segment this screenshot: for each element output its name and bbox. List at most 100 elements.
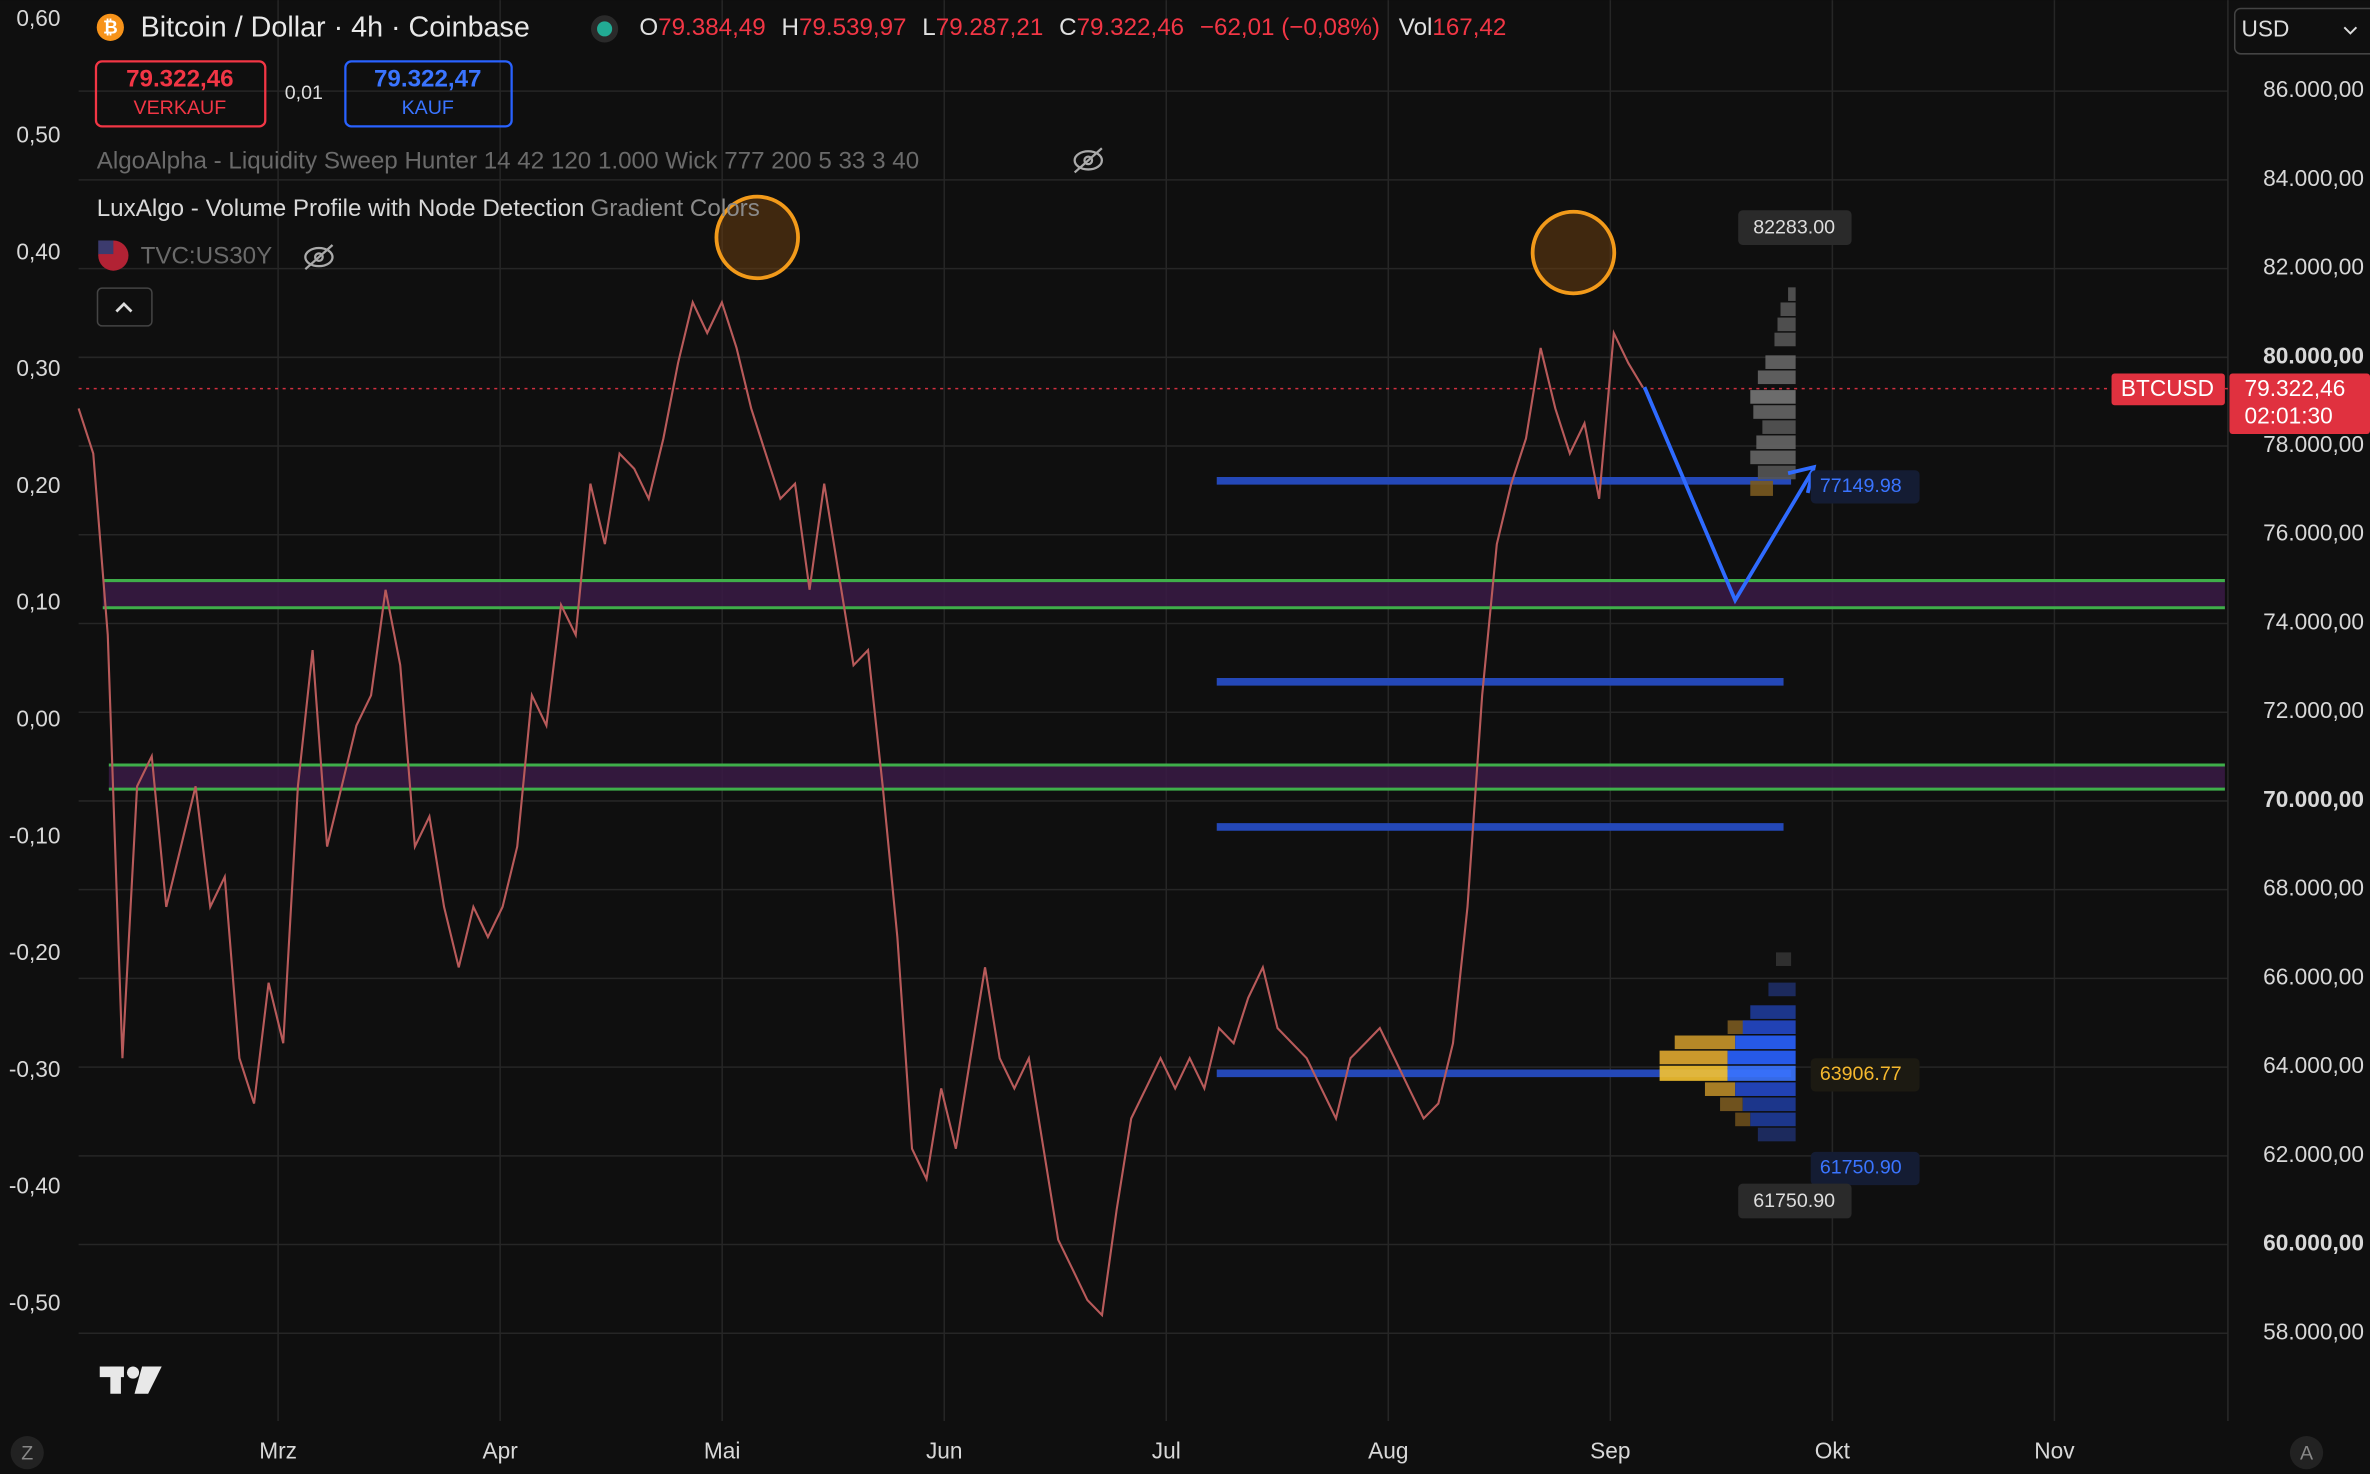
- time-axis-label: Aug: [1368, 1438, 1408, 1464]
- ohlc-value: 79.287,21: [936, 14, 1044, 41]
- profile-bar: [1777, 317, 1796, 332]
- ohlc-value: 79.384,49: [658, 14, 766, 41]
- profile-poc-label: 63906.77: [1820, 1063, 1902, 1085]
- profile-upper-label: 77149.98: [1820, 475, 1902, 497]
- profile-bar: [1727, 1050, 1796, 1065]
- ohlc: O79.384,49 H79.539,97 L79.287,21 C79.322…: [639, 14, 1506, 41]
- time-axis-label: Okt: [1815, 1438, 1851, 1464]
- profile-bar: [1727, 1065, 1796, 1081]
- profile-bar: [1659, 1065, 1728, 1081]
- ohlc-key: C: [1059, 14, 1076, 41]
- price-tick-label: 80.000,00: [2263, 342, 2364, 368]
- price-line: [77, 299, 1644, 1318]
- tradingview-logo: [99, 1366, 162, 1394]
- profile-low-label: 61750.90: [1820, 1157, 1902, 1179]
- price-tick-label: 74.000,00: [2263, 608, 2364, 634]
- spread: 0,01: [285, 82, 323, 104]
- ohlc-value: 79.539,97: [799, 14, 907, 41]
- price-tick-label: 68.000,00: [2263, 875, 2364, 901]
- sell-label: VERKAUF: [134, 97, 227, 119]
- grid: [78, 0, 2228, 1421]
- profile-bar: [1720, 1097, 1743, 1112]
- axes: 58.000,00 60.000,00 62.000,00 64.000,00 66.0…: [9, 5, 2364, 1464]
- price-tick-label: 60.000,00: [2263, 1230, 2364, 1256]
- profile-bar: [1750, 480, 1773, 496]
- arrow-head: [1787, 464, 1817, 494]
- time-axis-label: Mai: [704, 1438, 741, 1464]
- autoscale-button[interactable]: [2289, 1436, 2324, 1470]
- symbol-title[interactable]: Bitcoin / Dollar · 4h · Coinbase: [141, 11, 530, 43]
- profile-bar: [1788, 287, 1796, 301]
- left-axis-label: 0,00: [16, 706, 60, 732]
- logo-part: [126, 1366, 140, 1379]
- profile-bar: [1750, 1112, 1796, 1127]
- timezone-button[interactable]: [10, 1436, 44, 1470]
- profile-top-label: 82283.00: [1753, 217, 1835, 239]
- currency-select[interactable]: [2233, 7, 2370, 55]
- profile-bar: [1735, 1082, 1796, 1096]
- liquidity-zone: [102, 580, 2225, 608]
- hidden-eye-icon[interactable]: [304, 244, 334, 271]
- profile-bar: [1756, 435, 1796, 450]
- profile-bar: [1768, 982, 1796, 997]
- compare-symbol[interactable]: TVC:US30Y: [141, 242, 273, 269]
- indicator-algoalpha[interactable]: AlgoAlpha - Liquidity Sweep Hunter 14 42…: [97, 147, 919, 174]
- ohlc-key: L: [922, 14, 935, 41]
- price-tag-box: [2229, 373, 2370, 434]
- indicator-name: LuxAlgo - Volume Profile with Node Detec…: [97, 196, 585, 223]
- profile-bar: [1659, 1050, 1728, 1065]
- dropdown-chevron: [2343, 26, 2358, 35]
- status-dot: [597, 21, 613, 37]
- collapse-button[interactable]: [96, 287, 153, 327]
- vol-value: 167,42: [1432, 14, 1506, 41]
- profile-bar: [1735, 1035, 1796, 1050]
- price-tick-label: 70.000,00: [2263, 786, 2364, 812]
- buy-price: 79.322,47: [374, 66, 482, 93]
- ohlc-key: H: [782, 14, 799, 41]
- time-axis-label: Jul: [1152, 1438, 1181, 1464]
- label-box: [1738, 210, 1852, 246]
- price-tick-label: 66.000,00: [2263, 963, 2364, 989]
- price-tag-price: 79.322,46: [2245, 375, 2346, 401]
- sell-button[interactable]: [94, 60, 267, 128]
- price-tick-label: 84.000,00: [2263, 165, 2364, 191]
- profile-bar: [1704, 1082, 1736, 1096]
- hidden-eye-icon[interactable]: [1073, 147, 1104, 174]
- ohlc-key: O: [639, 14, 658, 41]
- left-axis-label: 0,20: [16, 472, 60, 498]
- buy-button[interactable]: [344, 60, 513, 128]
- logo-part: [134, 1366, 162, 1394]
- time-axis-label: Sep: [1590, 1438, 1630, 1464]
- left-axis-label: -0,20: [9, 939, 61, 965]
- time-axis-label: Jun: [926, 1438, 963, 1464]
- profile-bar: [1742, 1020, 1796, 1035]
- symbol-tag: [2111, 373, 2225, 406]
- currency: USD: [2242, 15, 2290, 41]
- price-tick-label: 78.000,00: [2263, 431, 2364, 457]
- vol-label: Vol: [1399, 14, 1433, 41]
- left-axis-label: 0,30: [16, 355, 60, 381]
- profile-bar: [1674, 1035, 1736, 1050]
- timezone-icon: Z: [21, 1442, 33, 1464]
- header: ₿ Bitcoin / Dollar · 4h · Coinbase O79.3…: [94, 7, 2370, 327]
- left-axis-label: 0,60: [16, 5, 60, 31]
- profile-low-box-label: 61750.90: [1753, 1190, 1835, 1212]
- profile-bar: [1750, 1005, 1796, 1019]
- profile-bar: [1780, 302, 1796, 317]
- bitcoin-icon: [96, 13, 124, 41]
- price-tick-label: 86.000,00: [2263, 76, 2364, 102]
- volume-profile: [1659, 287, 1796, 1142]
- label-box: [1810, 1058, 1920, 1092]
- price-tick-label: 62.000,00: [2263, 1141, 2364, 1167]
- indicator-luxalgo[interactable]: LuxAlgo - Volume Profile with Node Detec…: [97, 196, 760, 223]
- zones: [78, 387, 2228, 1078]
- price-tag-countdown: 02:01:30: [2245, 402, 2333, 428]
- price-tick-label: 64.000,00: [2263, 1052, 2364, 1078]
- change: −62,01 (−0,08%): [1200, 14, 1380, 41]
- left-axis-label: -0,40: [9, 1173, 61, 1199]
- profile-bar: [1775, 952, 1792, 966]
- indicator-setting: Gradient Colors: [591, 196, 760, 223]
- profile-bar: [1742, 1097, 1796, 1112]
